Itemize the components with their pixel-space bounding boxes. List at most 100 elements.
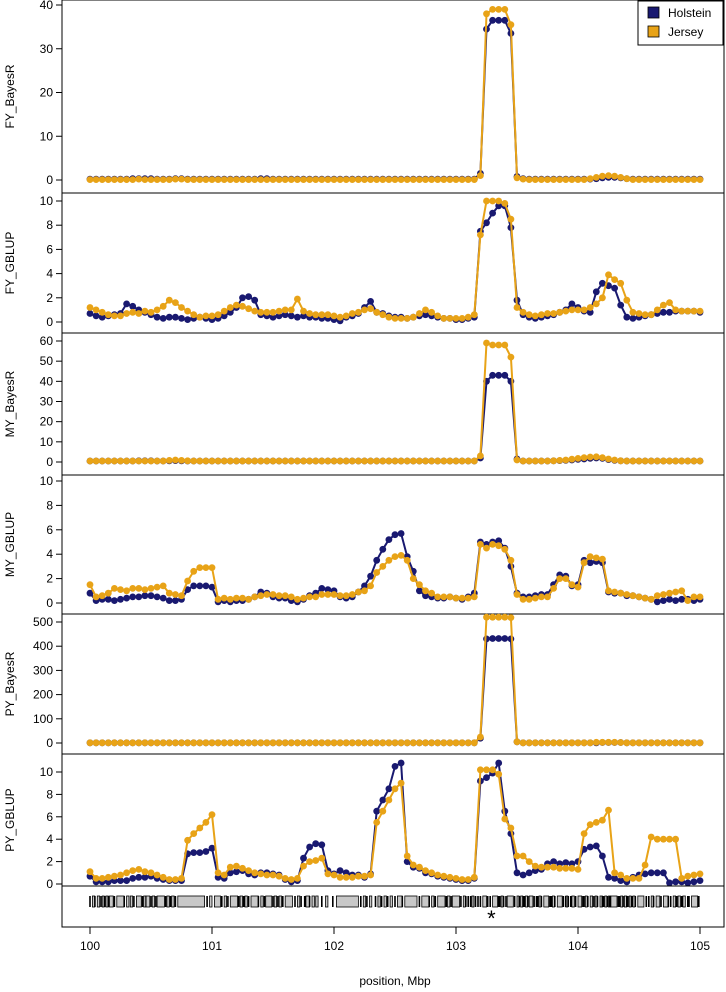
data-point-jersey bbox=[623, 739, 631, 747]
data-point-holstein bbox=[379, 545, 387, 553]
data-point-jersey bbox=[104, 739, 112, 747]
data-point-holstein bbox=[165, 313, 173, 321]
data-point-jersey bbox=[263, 176, 271, 184]
gene-marker bbox=[282, 896, 284, 907]
gene-feature bbox=[145, 895, 151, 908]
data-point-jersey bbox=[507, 21, 515, 29]
data-point-jersey bbox=[519, 308, 527, 316]
data-point-jersey bbox=[507, 353, 515, 361]
data-point-jersey bbox=[245, 176, 253, 184]
data-point-jersey bbox=[458, 876, 466, 883]
data-point-holstein bbox=[678, 595, 686, 603]
gene-feature bbox=[296, 895, 301, 908]
gene-marker bbox=[606, 896, 609, 907]
data-point-jersey bbox=[275, 457, 283, 465]
data-point-jersey bbox=[275, 739, 283, 747]
data-point-holstein bbox=[184, 586, 192, 593]
data-point-jersey bbox=[86, 176, 94, 184]
x-tick-label: 101 bbox=[202, 939, 222, 953]
data-point-jersey bbox=[580, 739, 588, 747]
data-point-jersey bbox=[519, 175, 527, 183]
data-point-jersey bbox=[214, 311, 222, 319]
data-point-jersey bbox=[452, 457, 460, 465]
data-point-holstein bbox=[397, 530, 405, 537]
data-point-holstein bbox=[666, 308, 673, 316]
data-point-jersey bbox=[611, 456, 618, 464]
data-point-jersey bbox=[477, 452, 484, 460]
data-point-jersey bbox=[165, 739, 173, 747]
data-point-jersey bbox=[489, 341, 496, 349]
data-point-jersey bbox=[92, 739, 100, 747]
gene-marker bbox=[489, 896, 491, 907]
data-point-holstein bbox=[519, 871, 527, 879]
data-point-jersey bbox=[623, 296, 631, 304]
data-point-jersey bbox=[239, 594, 246, 602]
data-point-jersey bbox=[178, 457, 185, 464]
data-point-jersey bbox=[501, 545, 509, 553]
data-point-jersey bbox=[409, 313, 417, 321]
data-point-jersey bbox=[660, 457, 667, 465]
data-point-jersey bbox=[629, 592, 637, 600]
data-point-jersey bbox=[446, 315, 454, 322]
series-jersey bbox=[86, 766, 704, 883]
gene-marker bbox=[617, 896, 620, 907]
data-point-jersey bbox=[538, 311, 545, 319]
gene-marker bbox=[618, 896, 621, 907]
data-point-holstein bbox=[592, 842, 600, 850]
data-point-jersey bbox=[348, 873, 356, 881]
data-point-holstein bbox=[190, 849, 198, 856]
data-point-jersey bbox=[684, 739, 692, 747]
gene-feature bbox=[311, 895, 315, 908]
data-point-jersey bbox=[269, 591, 277, 598]
gene-marker bbox=[247, 896, 250, 907]
data-point-holstein bbox=[599, 852, 606, 860]
data-point-jersey bbox=[336, 873, 344, 881]
y-axis-title: FY_GBLUP bbox=[3, 232, 17, 295]
data-point-jersey bbox=[544, 457, 551, 465]
data-point-jersey bbox=[367, 582, 374, 590]
data-point-jersey bbox=[306, 176, 313, 184]
data-point-holstein bbox=[629, 315, 637, 322]
data-point-holstein bbox=[489, 635, 496, 642]
data-point-jersey bbox=[281, 176, 289, 184]
data-point-jersey bbox=[489, 197, 496, 205]
data-point-holstein bbox=[501, 371, 509, 379]
data-point-holstein bbox=[318, 841, 326, 849]
data-point-jersey bbox=[86, 457, 94, 465]
data-point-jersey bbox=[159, 739, 167, 747]
gene-marker bbox=[634, 896, 637, 907]
data-point-jersey bbox=[660, 591, 667, 598]
data-point-jersey bbox=[580, 454, 588, 461]
data-point-jersey bbox=[562, 739, 570, 747]
data-point-jersey bbox=[300, 862, 307, 870]
gene-feature bbox=[571, 895, 575, 908]
data-point-holstein bbox=[592, 288, 600, 296]
data-point-holstein bbox=[300, 854, 307, 862]
data-point-jersey bbox=[605, 271, 612, 279]
data-point-jersey bbox=[586, 553, 594, 560]
gene-marker bbox=[360, 896, 362, 907]
data-point-jersey bbox=[416, 457, 423, 465]
data-point-jersey bbox=[635, 739, 643, 747]
data-point-holstein bbox=[605, 873, 612, 881]
gene-marker bbox=[601, 896, 604, 907]
data-point-jersey bbox=[159, 302, 167, 310]
data-point-jersey bbox=[617, 739, 625, 746]
data-point-jersey bbox=[98, 176, 106, 184]
data-point-jersey bbox=[281, 457, 289, 465]
gene-marker bbox=[294, 896, 296, 907]
data-point-jersey bbox=[684, 176, 692, 184]
data-point-jersey bbox=[208, 176, 216, 184]
data-point-jersey bbox=[257, 592, 265, 600]
gene-feature bbox=[404, 895, 418, 908]
data-point-jersey bbox=[458, 457, 466, 465]
data-point-jersey bbox=[605, 455, 612, 463]
data-point-jersey bbox=[342, 739, 350, 747]
data-point-jersey bbox=[172, 175, 179, 183]
data-point-jersey bbox=[470, 176, 478, 184]
data-point-jersey bbox=[666, 176, 673, 184]
data-point-jersey bbox=[507, 614, 515, 621]
data-point-jersey bbox=[373, 739, 381, 747]
data-point-jersey bbox=[214, 176, 222, 184]
data-point-jersey bbox=[330, 739, 338, 747]
